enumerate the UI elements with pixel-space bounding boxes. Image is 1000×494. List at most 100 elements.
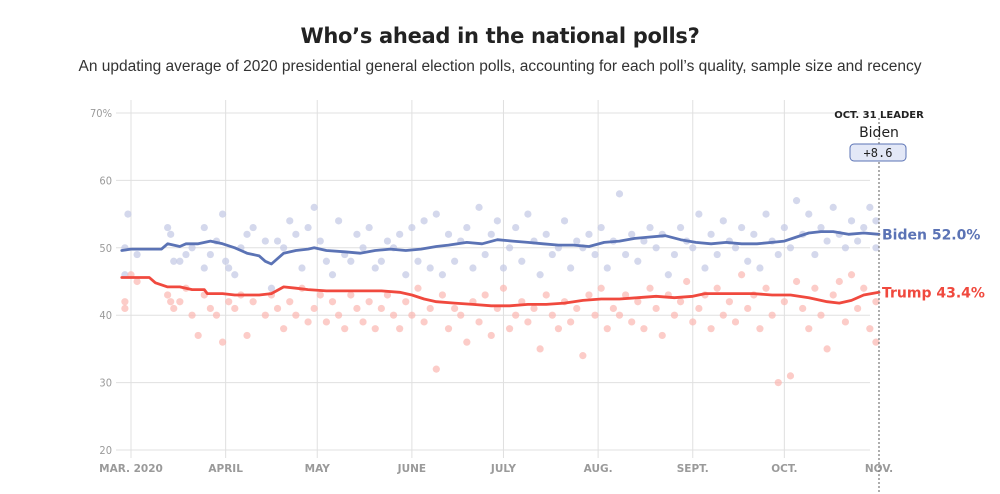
biden-poll-dot (200, 223, 208, 232)
trump-poll-dot (218, 338, 227, 346)
trump-poll-dot (377, 304, 385, 313)
trump-poll-dot (744, 304, 752, 313)
trump-poll-dot (481, 291, 489, 299)
biden-poll-dot (182, 250, 190, 259)
trump-poll-dot (646, 284, 654, 292)
trump-poll-dot (603, 325, 611, 333)
trump-poll-dot (829, 291, 837, 299)
biden-poll-dot (310, 203, 318, 211)
trump-poll-dot (322, 318, 330, 326)
trump-poll-dot (658, 331, 666, 340)
biden-poll-dot (634, 257, 642, 265)
trump-poll-dot (738, 271, 746, 279)
biden-poll-dot (524, 210, 532, 218)
biden-poll-dot (298, 264, 306, 272)
leader-name: Biden (859, 125, 899, 141)
biden-poll-dot (548, 250, 556, 259)
biden-poll-dot (689, 244, 697, 252)
biden-poll-dot (512, 223, 520, 232)
trump-poll-dot (573, 304, 581, 313)
biden-poll-dot (780, 223, 788, 232)
biden-poll-dot (359, 244, 367, 252)
biden-poll-dot (347, 257, 355, 265)
biden-poll-dot (518, 257, 526, 265)
biden-poll-dot (719, 217, 727, 225)
trump-poll-dot (872, 298, 880, 306)
trump-poll-dot (805, 325, 813, 333)
trump-poll-dot (402, 298, 410, 306)
biden-poll-dot (188, 244, 196, 252)
biden-poll-dot (335, 217, 343, 225)
biden-poll-dot (872, 244, 880, 252)
trump-poll-dot (512, 311, 520, 319)
biden-poll-dot (713, 250, 721, 259)
biden-poll-dot (542, 230, 550, 238)
trump-poll-dot (841, 318, 850, 326)
trump-poll-dot (335, 311, 343, 319)
biden-poll-dot (817, 223, 825, 232)
biden-poll-dot (872, 217, 880, 225)
biden-poll-dot (231, 271, 239, 279)
trump-poll-dot (341, 325, 349, 333)
trump-poll-dot (719, 311, 727, 319)
trump-poll-dot (292, 311, 300, 319)
biden-poll-dot (200, 264, 208, 272)
biden-poll-dot (365, 223, 373, 232)
biden-poll-dot (505, 244, 514, 252)
x-tick-label: SEPT. (677, 463, 709, 475)
biden-poll-dot (487, 230, 495, 238)
x-tick-label: JULY (490, 463, 516, 475)
biden-poll-dot (805, 210, 813, 218)
biden-poll-dot (615, 190, 624, 198)
average-lines (120, 230, 881, 308)
trump-poll-dot (475, 318, 483, 326)
biden-poll-dot (222, 257, 230, 265)
trump-poll-dot (261, 311, 269, 319)
biden-poll-dot (854, 237, 862, 245)
biden-poll-dot (493, 217, 501, 225)
trump-poll-dot (774, 379, 782, 387)
trump-poll-dot (615, 311, 624, 319)
biden-poll-dot (280, 244, 288, 252)
x-tick-label: OCT. (771, 463, 797, 475)
trump-poll-dot (689, 318, 697, 326)
trump-poll-dot (731, 318, 740, 326)
trump-poll-dot (628, 318, 636, 326)
trump-poll-dot (579, 352, 587, 360)
biden-poll-dot (762, 210, 770, 218)
trump-poll-dot (383, 291, 392, 299)
biden-average-line (120, 230, 881, 266)
biden-poll-dot (451, 257, 459, 265)
biden-poll-dot (426, 264, 434, 272)
biden-poll-dot (438, 271, 447, 279)
trump-poll-dot (389, 311, 398, 319)
trump-poll-dot (683, 277, 691, 286)
trump-poll-dot (414, 284, 422, 292)
trump-poll-dot (396, 325, 404, 333)
biden-poll-dot (567, 264, 575, 272)
biden-poll-dot (420, 217, 428, 225)
trump-poll-dot (432, 365, 440, 373)
biden-poll-dot (841, 244, 850, 252)
y-tick-label: 30 (99, 377, 112, 390)
biden-poll-dot (475, 203, 483, 211)
trump-poll-dot (328, 298, 337, 306)
biden-poll-dot (176, 257, 184, 265)
trump-poll-dot (756, 325, 764, 333)
trump-poll-dot (640, 325, 648, 333)
trump-poll-dot (542, 291, 550, 299)
trump-poll-dot (670, 311, 679, 319)
trump-poll-dot (438, 291, 447, 299)
trump-poll-dot (353, 304, 361, 313)
trump-poll-dot (530, 304, 538, 313)
biden-poll-dot (261, 237, 269, 245)
trump-poll-dot (121, 304, 129, 313)
biden-poll-dots (121, 190, 880, 292)
trump-poll-dot (823, 345, 831, 353)
biden-poll-dot (267, 284, 276, 292)
biden-poll-dot (597, 223, 605, 232)
trump-poll-dot (768, 311, 776, 319)
trump-poll-dot (167, 298, 175, 306)
biden-poll-dot (603, 264, 611, 272)
trump-poll-dot (786, 372, 795, 380)
